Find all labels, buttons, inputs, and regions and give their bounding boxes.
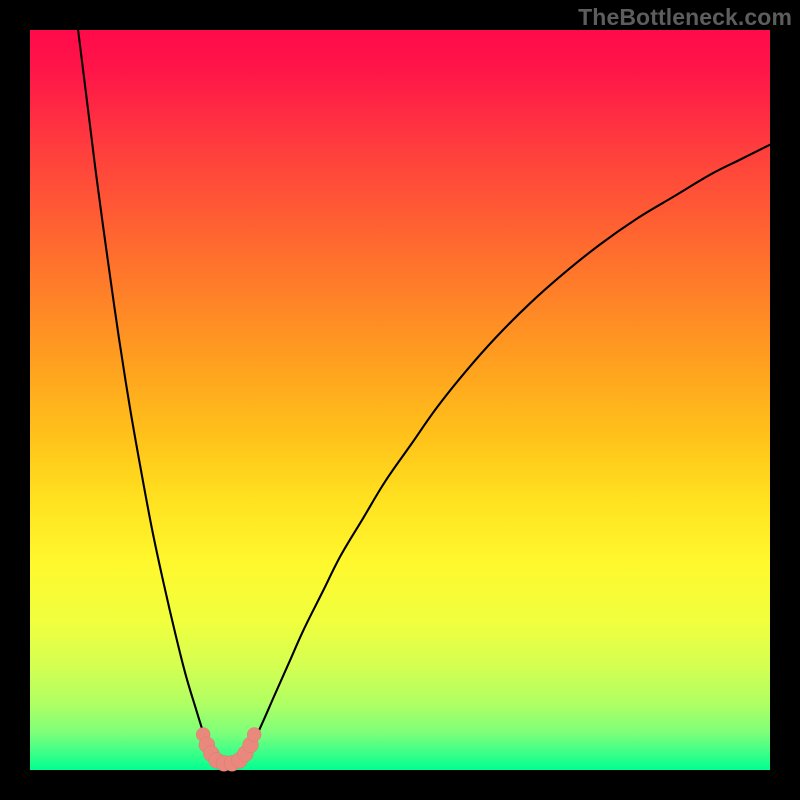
markers-layer — [0, 0, 800, 800]
stage: TheBottleneck.com — [0, 0, 800, 800]
watermark-label: TheBottleneck.com — [578, 4, 792, 31]
min-marker — [247, 727, 261, 741]
